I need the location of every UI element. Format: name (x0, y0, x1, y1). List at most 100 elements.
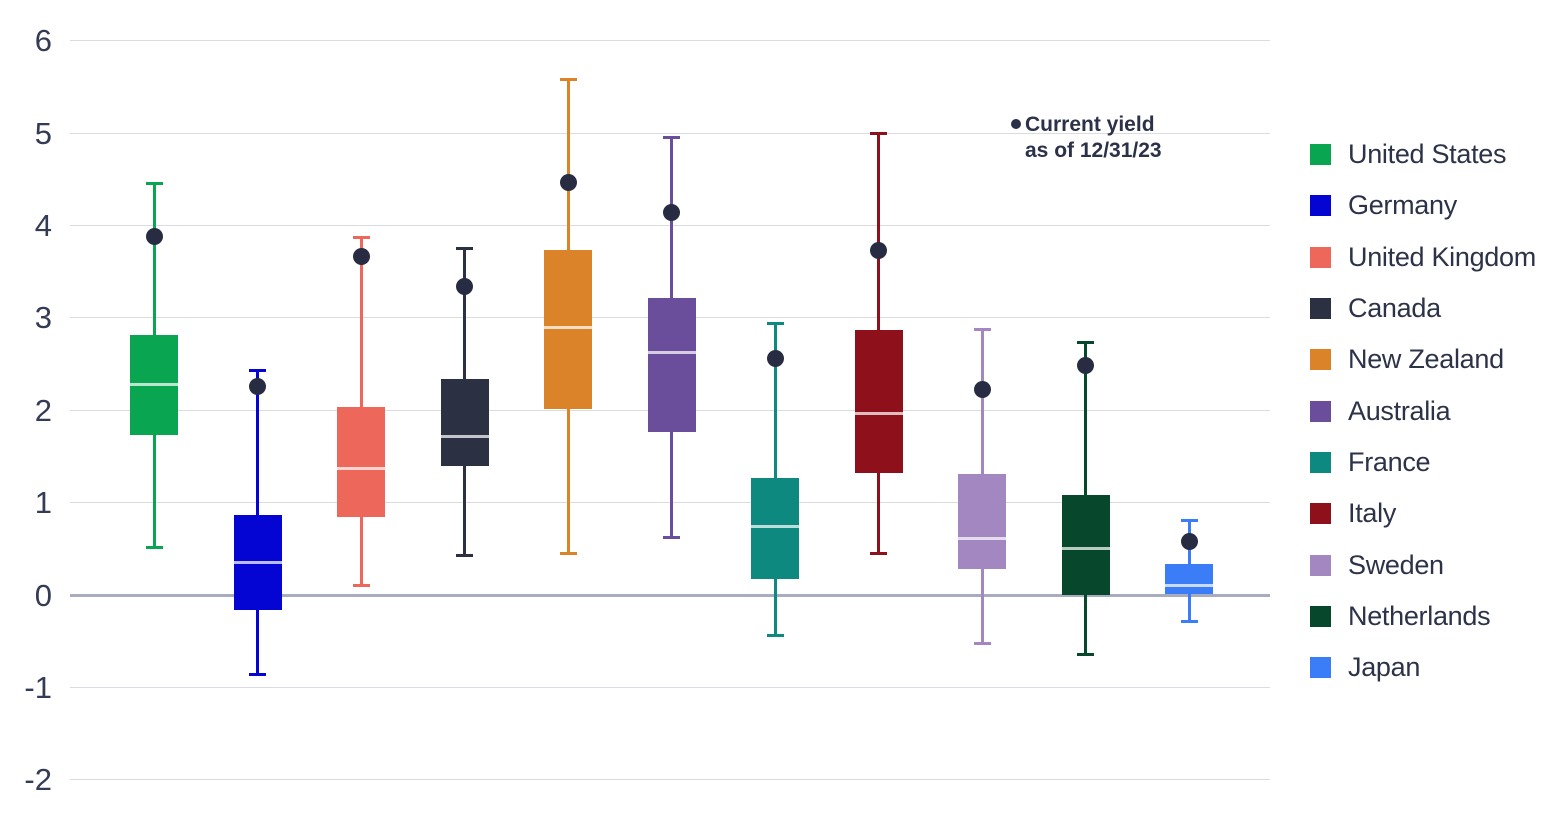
median-line (647, 351, 696, 355)
median-line (854, 412, 903, 416)
legend-item-canada: Canada (1310, 283, 1536, 334)
median-line (233, 561, 282, 565)
legend-item-new-zealand: New Zealand (1310, 334, 1536, 385)
whisker-cap-high (249, 369, 266, 373)
median-line (337, 466, 385, 470)
y-tick-label: -1 (24, 670, 52, 706)
legend-label: France (1348, 446, 1431, 477)
interquartile-box (751, 477, 799, 580)
current-yield-dot (663, 203, 680, 221)
legend-swatch-icon (1310, 144, 1331, 166)
current-yield-dot (456, 277, 473, 295)
interquartile-box (544, 250, 592, 410)
whisker-cap-low (973, 641, 991, 645)
legend-swatch-icon (1310, 503, 1331, 525)
whisker-cap-low (663, 536, 680, 540)
y-tick-label: 4 (34, 207, 52, 243)
interquartile-box (647, 297, 696, 432)
legend-swatch-icon (1310, 657, 1331, 679)
y-tick-label: 6 (34, 23, 52, 59)
legend-label: Italy (1348, 498, 1397, 529)
whisker-cap-low (1077, 652, 1094, 656)
legend-swatch-icon (1310, 400, 1331, 422)
current-yield-dot (973, 381, 991, 399)
interquartile-box (337, 406, 385, 518)
current-yield-dot (766, 350, 784, 367)
legend-swatch-icon (1310, 605, 1331, 627)
whisker-cap-low (766, 634, 784, 638)
legend: United States Germany United Kingdom Canada… (1310, 129, 1536, 693)
zero-line (70, 593, 1270, 597)
y-tick-label: 1 (34, 485, 52, 521)
legend-item-france: France (1310, 437, 1536, 488)
whisker-cap-high (870, 131, 887, 135)
whisker-cap-high (559, 77, 577, 81)
legend-label: Sweden (1348, 549, 1444, 580)
legend-label: New Zealand (1348, 344, 1504, 375)
current-yield-dot (870, 241, 887, 259)
legend-label: Germany (1348, 190, 1457, 221)
legend-swatch-icon (1310, 451, 1331, 473)
legend-item-italy: Italy (1310, 488, 1536, 539)
whisker-cap-low (249, 673, 266, 677)
whisker-cap-high (352, 235, 370, 239)
current-yield-dot (145, 228, 163, 245)
whisker-cap-high (145, 182, 163, 186)
legend-label: Netherlands (1348, 600, 1491, 631)
whisker-cap-high (456, 247, 473, 251)
y-tick-label: 2 (34, 392, 52, 428)
whisker-cap-low (1180, 620, 1198, 624)
legend-item-netherlands: Netherlands (1310, 591, 1536, 642)
whisker-cap-high (766, 321, 784, 325)
current-yield-dot (1077, 357, 1094, 375)
current-yield-dot (352, 248, 370, 266)
y-tick-label: -2 (24, 762, 52, 798)
y-tick-label: 0 (34, 577, 52, 613)
annotation-line-1: Current yield (1025, 113, 1155, 136)
interquartile-box (440, 378, 489, 466)
whisker-cap-low (456, 553, 473, 557)
gridline--2 (70, 779, 1270, 781)
legend-label: United States (1348, 139, 1507, 170)
legend-swatch-icon (1310, 246, 1331, 268)
gridline-5 (70, 132, 1270, 134)
whisker-cap-high (973, 328, 991, 332)
median-line (1165, 584, 1213, 588)
whisker-cap-high (1180, 518, 1198, 522)
median-line (958, 537, 1006, 541)
legend-item-sweden: Sweden (1310, 539, 1536, 590)
current-yield-dot (1180, 532, 1198, 550)
median-line (544, 325, 592, 329)
legend-item-germany: Germany (1310, 180, 1536, 231)
current-yield-dot (559, 174, 577, 192)
legend-swatch-icon (1310, 298, 1331, 320)
median-line (1061, 547, 1110, 551)
current-yield-annotation: Current yield as of 12/31/23 (1025, 112, 1162, 164)
interquartile-box (854, 329, 903, 474)
whisker-cap-low (559, 552, 577, 555)
current-yield-dot (249, 377, 266, 395)
legend-label: Australia (1348, 395, 1451, 426)
interquartile-box (958, 474, 1006, 570)
median-line (130, 382, 178, 386)
legend-swatch-icon (1310, 554, 1331, 576)
current-yield-legend-dot-icon (1011, 119, 1021, 129)
gridline--1 (70, 687, 1270, 689)
gridline-6 (70, 40, 1270, 42)
whisker-cap-low (145, 545, 163, 549)
interquartile-box (1165, 563, 1213, 595)
median-line (440, 434, 489, 438)
interquartile-box (1061, 495, 1110, 596)
legend-label: United Kingdom (1348, 241, 1536, 272)
y-tick-label: 3 (34, 300, 52, 336)
whisker-cap-low (870, 552, 887, 555)
legend-swatch-icon (1310, 195, 1331, 217)
legend-label: Japan (1348, 652, 1421, 683)
legend-item-united-kingdom: United Kingdom (1310, 232, 1536, 283)
whisker-cap-low (352, 584, 370, 588)
legend-swatch-icon (1310, 349, 1331, 371)
y-tick-label: 5 (34, 115, 52, 151)
legend-item-united-states: United States (1310, 129, 1536, 180)
legend-item-japan: Japan (1310, 642, 1536, 693)
